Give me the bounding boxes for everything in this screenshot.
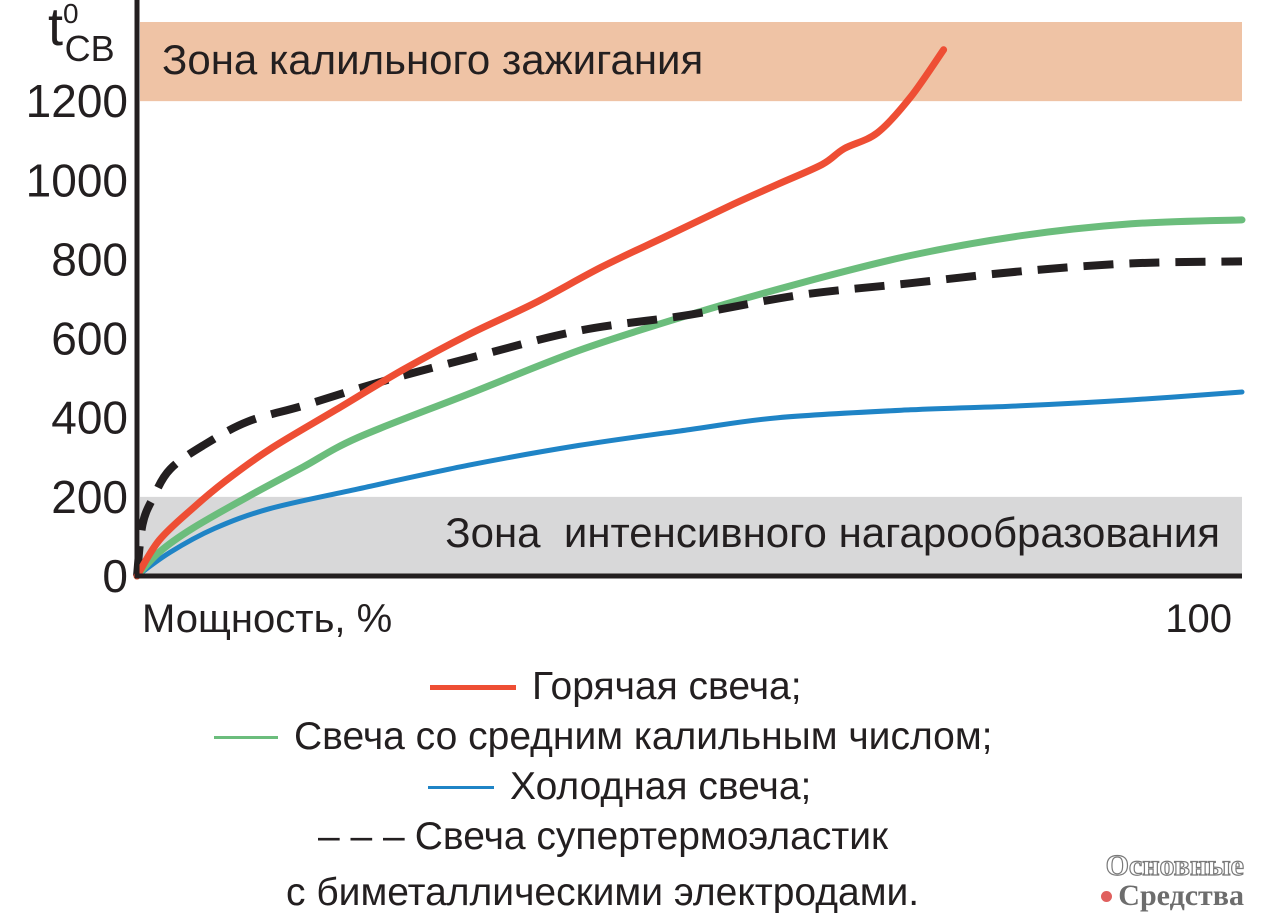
legend-item-super: – – – Свеча супертермоэластик xyxy=(318,811,888,863)
legend-swatch-super: – – – xyxy=(318,815,405,858)
series-line-cold xyxy=(134,389,1245,579)
legend-item-super-line2: с биметаллическими электродами. xyxy=(286,867,919,919)
series-layer xyxy=(133,46,1246,580)
legend-swatch-cold xyxy=(428,785,494,789)
legend-item-cold: Холодная свеча; xyxy=(428,761,811,813)
watermark-logo: Основные Средства xyxy=(1101,849,1245,911)
y-tick-label-800: 800 xyxy=(51,233,128,285)
chart-canvas: Зона калильного зажигания Зона интенсивно… xyxy=(26,0,1246,641)
x-axis-title: Мощность, % xyxy=(142,597,392,641)
zone-label-hot-ignition: Зона калильного зажигания xyxy=(162,36,703,83)
zone-hot-ignition xyxy=(140,22,1242,102)
legend-swatch-medium xyxy=(214,735,278,739)
legend-label-cold: Холодная свеча; xyxy=(510,765,812,808)
watermark-line1: Основные xyxy=(1105,849,1245,882)
legend-label-hot: Горячая свеча; xyxy=(532,665,802,708)
series-line-super xyxy=(133,257,1243,577)
y-tick-label-0: 0 xyxy=(102,550,128,602)
y-tick-label-200: 200 xyxy=(51,471,128,523)
y-axis-title-sup: 0 xyxy=(63,0,79,29)
legend-item-medium: Свеча со средним калильным числом; xyxy=(214,711,992,763)
y-axis-title: t0 СВ xyxy=(48,0,115,69)
watermark-line2: Средства xyxy=(1118,879,1244,912)
series-line-hot xyxy=(133,46,948,580)
zone-label-carbon-deposit: Зона интенсивного нагарообразования xyxy=(445,509,1220,556)
series-line-medium xyxy=(133,216,1246,580)
watermark-dot-icon xyxy=(1101,890,1113,902)
axes-layer xyxy=(134,0,1242,579)
watermark-line2-row: Средства xyxy=(1101,881,1244,911)
zones-layer: Зона калильного зажигания Зона интенсивно… xyxy=(140,22,1242,576)
y-tick-label-400: 400 xyxy=(51,392,128,444)
zone-carbon-deposit xyxy=(140,496,1242,576)
legend-swatch-hot xyxy=(430,684,516,690)
legend-label-medium: Свеча со средним калильным числом; xyxy=(294,715,993,758)
y-tick-label-1200: 1200 xyxy=(26,75,128,127)
y-ticks-layer: 0 200 400 600 800 1000 1200 xyxy=(26,75,128,602)
legend-item-hot: Горячая свеча; xyxy=(430,661,802,713)
y-axis-title-main: t xyxy=(48,0,63,57)
x-axis-end-label: 100 xyxy=(1165,597,1232,641)
y-tick-label-600: 600 xyxy=(51,313,128,365)
legend-label-super: Свеча супертермоэластик xyxy=(414,815,889,858)
y-tick-label-1000: 1000 xyxy=(26,154,128,206)
y-axis-title-sub: СВ xyxy=(65,28,115,69)
legend-label-super-line2: с биметаллическими электродами. xyxy=(286,871,920,914)
